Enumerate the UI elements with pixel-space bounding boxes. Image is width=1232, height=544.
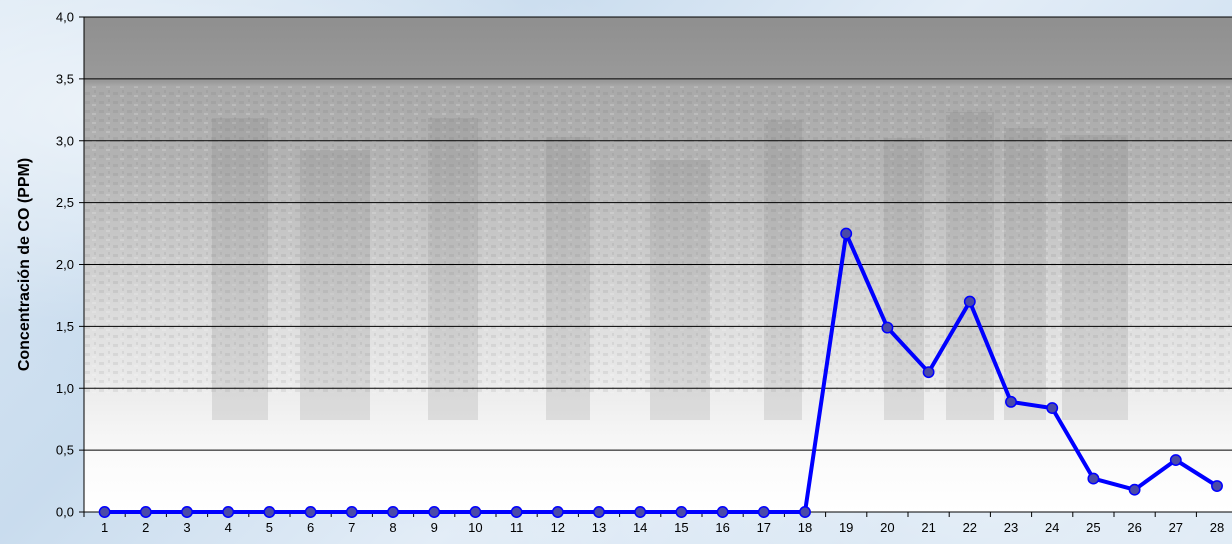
data-point [1005,395,1017,408]
y-tick-label: 1,0 [56,381,74,396]
x-tick-label: 1 [101,520,108,535]
plot-texture [84,86,1232,394]
backdrop-building [946,112,994,420]
data-point [1087,472,1100,485]
x-tick-label: 21 [921,520,935,535]
x-tick-label: 20 [880,520,894,535]
x-tick-label: 24 [1045,520,1059,535]
x-tick-label: 15 [674,520,688,535]
y-tick-label: 2,0 [56,257,74,272]
data-point [881,321,894,334]
backdrop-building [212,118,268,420]
x-tick-label: 2 [142,520,149,535]
backdrop-building [1004,128,1046,420]
data-point [387,506,399,518]
data-point [799,506,811,518]
data-point [428,506,441,518]
x-tick-label: 5 [266,520,273,535]
data-point [510,506,523,518]
backdrop-building [300,150,370,420]
data-point [469,506,482,518]
data-point [345,506,358,518]
data-point [593,506,605,518]
x-tick-label: 27 [1169,520,1183,535]
backdrop-building [428,118,478,420]
x-tick-label: 22 [963,520,977,535]
x-tick-label: 12 [551,520,565,535]
x-tick-label: 28 [1210,520,1224,535]
backdrop-building [546,137,590,420]
y-tick-label: 2,5 [56,195,74,210]
x-tick-label: 19 [839,520,853,535]
y-tick-label: 0,0 [56,505,74,520]
data-point [675,506,688,518]
y-tick-label: 3,5 [56,71,74,86]
y-axis: 0,0 0,5 1,0 1,5 2,0 2,5 3,0 3,5 4,0 [56,10,85,520]
data-point [634,506,647,518]
data-point [922,366,935,379]
backdrop-building [650,160,710,420]
y-tick-label: 4,0 [56,10,74,25]
backdrop-building [884,138,924,420]
data-point [139,506,152,518]
x-tick-label: 11 [510,520,524,535]
data-point [98,506,111,518]
x-tick-label: 10 [468,520,482,535]
series-layer [98,227,1223,518]
x-axis: 1 2 3 4 5 6 7 8 9 10 11 12 13 14 15 16 17 18 19 20 21 22 23 24 2… [83,511,1232,535]
data-point [1128,483,1141,496]
data-point [222,506,235,518]
x-tick-label: 16 [715,520,729,535]
data-point [304,506,317,518]
backdrop-building [764,120,802,420]
data-point [716,506,729,518]
data-point [1211,480,1223,492]
data-point [840,227,853,240]
x-tick-label: 8 [389,520,396,535]
x-tick-label: 7 [348,520,355,535]
x-tick-label: 4 [225,520,232,535]
x-tick-label: 23 [1004,520,1018,535]
gridlines [84,16,1232,451]
x-tick-label: 17 [757,520,771,535]
y-tick-label: 1,5 [56,319,74,334]
data-point [1169,454,1182,466]
x-tick-label: 3 [183,520,190,535]
x-tick-label: 13 [592,520,606,535]
x-tick-label: 25 [1086,520,1100,535]
x-tick-label: 6 [307,520,314,535]
x-tick-label: 26 [1127,520,1141,535]
data-point [181,506,193,518]
data-point [551,506,564,518]
x-tick-label: 14 [633,520,647,535]
data-point [963,295,976,308]
x-tick-label: 18 [798,520,812,535]
series-line [104,231,1219,514]
backdrop-building [1062,135,1128,420]
y-tick-label: 3,0 [56,133,74,148]
x-tick-label: 9 [431,520,438,535]
y-tick-label: 0,5 [56,443,74,458]
y-axis-title: Concentración de CO (PPM) [16,158,33,371]
data-point [1046,402,1059,414]
data-point [263,506,276,518]
data-point [757,506,770,518]
